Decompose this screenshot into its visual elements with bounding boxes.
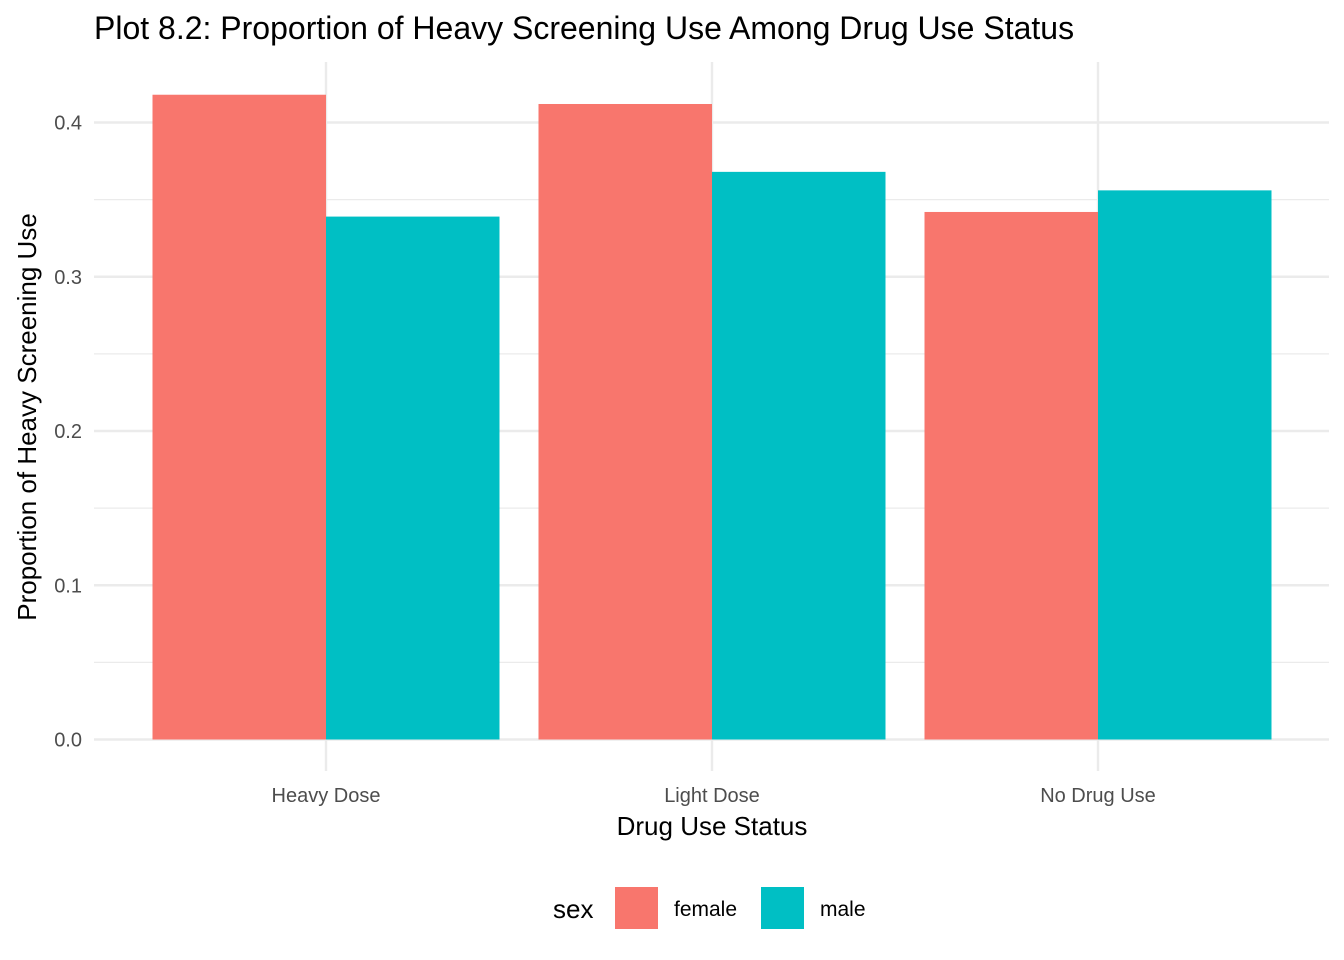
- x-tick-label: Light Dose: [664, 785, 760, 807]
- x-tick-label: Heavy Dose: [272, 785, 381, 807]
- chart-title: Plot 8.2: Proportion of Heavy Screening …: [94, 10, 1074, 46]
- y-axis-title: Proportion of Heavy Screening Use: [12, 213, 42, 621]
- bar-male: [326, 216, 500, 740]
- legend-label-female: female: [674, 898, 737, 921]
- legend-title: sex: [553, 894, 593, 924]
- bars: [152, 94, 1272, 740]
- x-tick-label: No Drug Use: [1040, 785, 1156, 807]
- y-tick-label: 0.0: [54, 730, 82, 752]
- x-axis-ticks: Heavy Dose Light Dose No Drug Use: [272, 785, 1156, 807]
- legend-label-male: male: [820, 898, 866, 921]
- legend: sex female male: [553, 887, 866, 929]
- y-tick-label: 0.2: [54, 421, 82, 443]
- legend-key-male: [761, 887, 804, 929]
- bar-male: [1098, 190, 1272, 740]
- bar-female: [538, 103, 712, 740]
- legend-key-female: [615, 887, 658, 929]
- x-axis-title: Drug Use Status: [617, 811, 808, 841]
- y-tick-label: 0.3: [54, 267, 82, 289]
- y-axis-ticks: 0.0 0.1 0.2 0.3 0.4: [54, 113, 82, 752]
- y-tick-label: 0.4: [54, 113, 82, 135]
- y-tick-label: 0.1: [54, 575, 82, 597]
- bar-female: [924, 211, 1098, 740]
- bar-female: [152, 94, 326, 740]
- bar-male: [712, 171, 886, 740]
